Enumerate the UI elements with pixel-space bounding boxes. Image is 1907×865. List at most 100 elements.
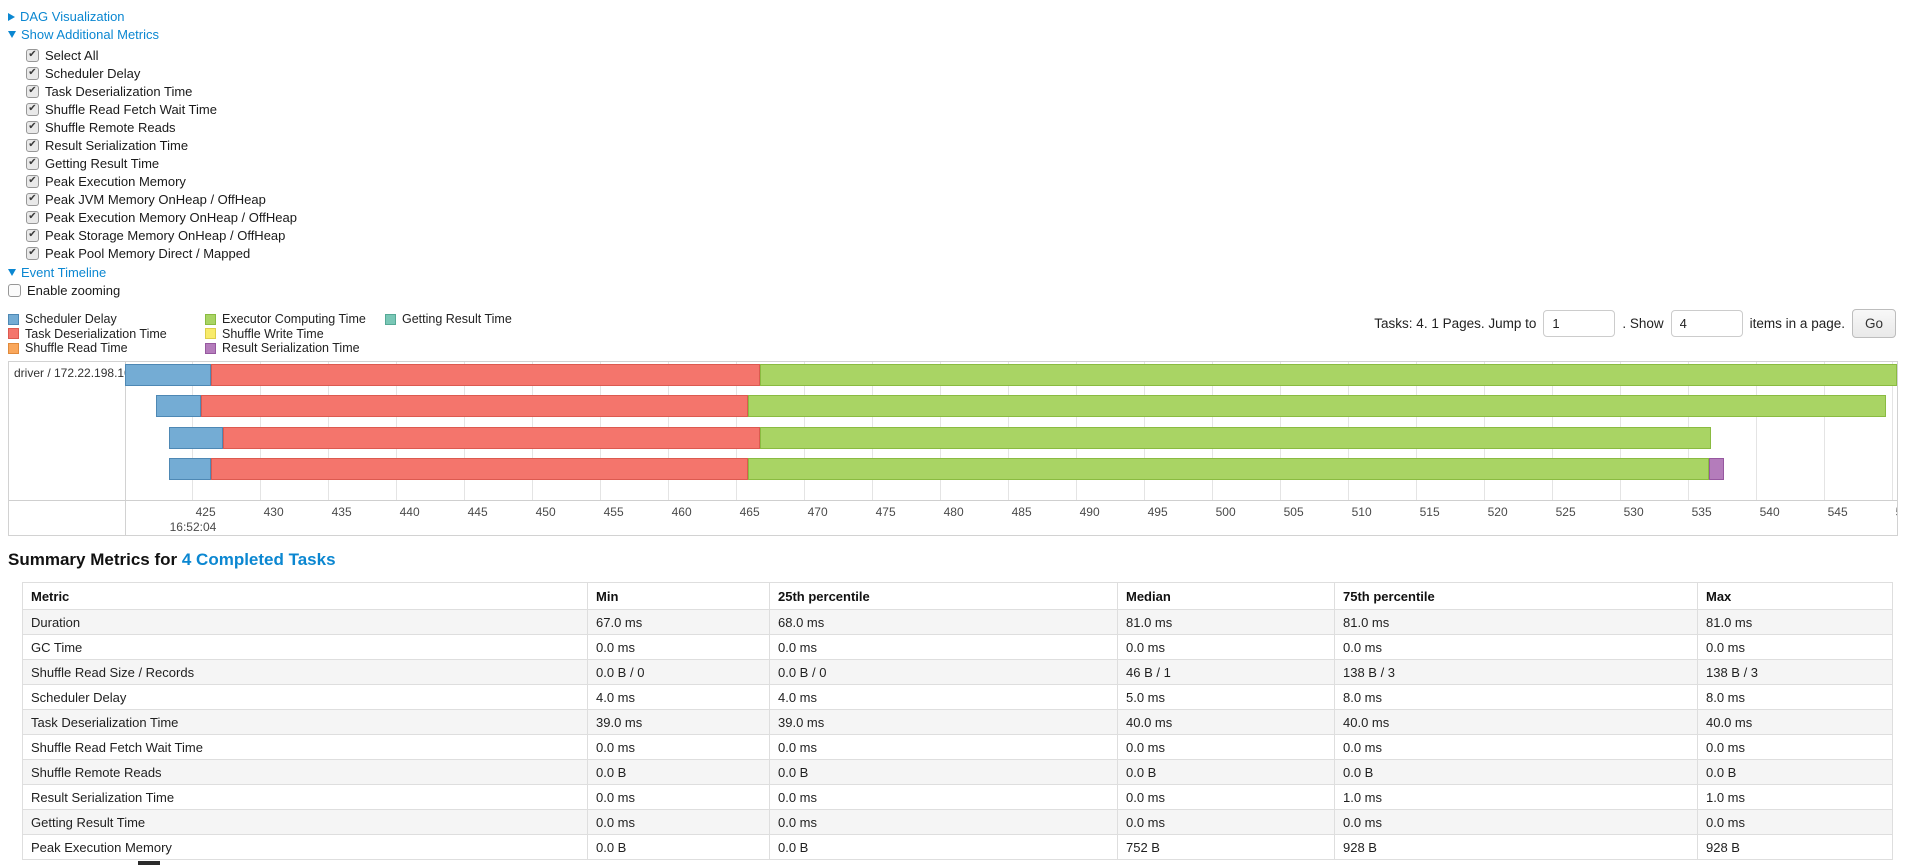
getting-result-time-swatch-icon (385, 313, 396, 325)
metric-checkbox-label: Task Deserialization Time (45, 83, 193, 99)
task-bar-task-deserialization-time[interactable] (210, 458, 748, 480)
task-bar-scheduler-delay[interactable] (168, 427, 223, 449)
metric-checkbox-item[interactable]: ✔ Shuffle Read Fetch Wait Time (26, 100, 1898, 118)
metric-checkbox-item[interactable]: ✔ Peak Execution Memory OnHeap / OffHeap (26, 208, 1898, 226)
metric-checkbox-item[interactable]: ✔ Shuffle Remote Reads (26, 118, 1898, 136)
completed-tasks-link[interactable]: 4 Completed Tasks (181, 550, 336, 569)
metric-value-cell: 0.0 ms (769, 809, 1118, 835)
metric-value-cell: 0.0 ms (1334, 734, 1698, 760)
metric-checkbox[interactable]: ✔ (26, 138, 39, 152)
enable-zooming-checkbox[interactable] (8, 283, 21, 297)
summary-column-header: Max (1697, 582, 1893, 610)
legend-column: Getting Result Time (385, 312, 512, 356)
metric-checkbox[interactable]: ✔ (26, 156, 39, 170)
metric-value-cell: 5.0 ms (1117, 684, 1335, 710)
executor-computing-time-swatch-icon (205, 313, 216, 325)
axis-tick-label: 535 (1691, 505, 1712, 519)
items-per-page-input[interactable] (1670, 310, 1743, 337)
metric-name-cell: Shuffle Read Fetch Wait Time (22, 734, 588, 760)
metric-checkbox[interactable]: ✔ (26, 66, 39, 80)
metric-name-cell: Shuffle Remote Reads (22, 759, 588, 785)
axis-tick-label: 545 (1827, 505, 1848, 519)
summary-table-header-row: Metric Min 25th percentile Median 75th perce… (22, 582, 1893, 610)
axis-tick-label: 485 (1011, 505, 1032, 519)
task-bar-scheduler-delay[interactable] (156, 395, 202, 417)
metric-checkbox-item[interactable]: ✔ Peak Execution Memory (26, 172, 1898, 190)
task-bar-executor-computing-time[interactable] (747, 395, 1887, 417)
summary-metrics-heading: Summary Metrics for 4 Completed Tasks (8, 550, 1898, 572)
metric-value-cell: 4.0 ms (769, 684, 1118, 710)
metric-value-cell: 0.0 B (587, 759, 770, 785)
metric-checkbox-item[interactable]: ✔ Result Serialization Time (26, 136, 1898, 154)
metric-checkbox-item[interactable]: ✔ Select All (26, 46, 1898, 64)
legend-item-result-serialization-time: Result Serialization Time (205, 341, 385, 356)
metric-name-cell: Duration (22, 609, 588, 635)
show-additional-metrics-toggle[interactable]: Show Additional Metrics (8, 26, 1898, 43)
metric-checkbox[interactable]: ✔ (26, 120, 39, 134)
metric-value-cell: 0.0 B / 0 (587, 659, 770, 685)
go-button[interactable]: Go (1851, 309, 1896, 338)
metric-value-cell: 0.0 B (769, 834, 1118, 860)
metric-checkbox-item[interactable]: ✔ Peak Pool Memory Direct / Mapped (26, 244, 1898, 262)
metric-value-cell: 40.0 ms (1697, 709, 1893, 735)
jump-to-page-input[interactable] (1543, 310, 1616, 337)
metric-value-cell: 0.0 ms (1334, 809, 1698, 835)
chart-divider (125, 362, 126, 535)
metric-checkbox[interactable]: ✔ (26, 48, 39, 62)
axis-tick-label: 520 (1487, 505, 1508, 519)
metric-value-cell: 4.0 ms (587, 684, 770, 710)
metric-value-cell: 0.0 B (1334, 759, 1698, 785)
pagination-suffix-text: items in a page. (1749, 316, 1845, 331)
task-bar-result-serialization-time[interactable] (1709, 458, 1725, 480)
shuffle-write-time-swatch-icon (205, 328, 216, 340)
task-bar-executor-computing-time[interactable] (747, 458, 1710, 480)
metric-checkbox-item[interactable]: ✔ Getting Result Time (26, 154, 1898, 172)
metric-checkbox[interactable]: ✔ (26, 192, 39, 206)
metric-checkbox-label: Getting Result Time (45, 155, 160, 171)
metric-checkbox[interactable]: ✔ (26, 228, 39, 242)
metric-checkbox[interactable]: ✔ (26, 102, 39, 116)
metric-checkbox-label: Peak Storage Memory OnHeap / OffHeap (45, 227, 286, 243)
timeline-header: Scheduler Delay Task Deserialization Time… (8, 305, 1898, 361)
executor-group-label: driver / 172.22.198.104 (14, 366, 138, 380)
task-bar-task-deserialization-time[interactable] (210, 364, 761, 386)
metric-name-cell: Getting Result Time (22, 809, 588, 835)
metric-checkbox-item[interactable]: ✔ Peak JVM Memory OnHeap / OffHeap (26, 190, 1898, 208)
task-bar-task-deserialization-time[interactable] (201, 395, 748, 417)
summary-column-header: Metric (22, 582, 588, 610)
metric-name-cell: Result Serialization Time (22, 784, 588, 810)
summary-table-row: Shuffle Read Size / Records 0.0 B / 0 0.0 … (22, 659, 1893, 685)
metric-checkbox-item[interactable]: ✔ Task Deserialization Time (26, 82, 1898, 100)
summary-table-row: Duration 67.0 ms 68.0 ms 81.0 ms 81.0 ms 81.0… (22, 609, 1893, 635)
metric-checkbox[interactable]: ✔ (26, 174, 39, 188)
metric-value-cell: 81.0 ms (1334, 609, 1698, 635)
metric-checkbox-label: Peak Execution Memory OnHeap / OffHeap (45, 209, 297, 225)
task-bar-executor-computing-time[interactable] (760, 427, 1711, 449)
metric-value-cell: 0.0 ms (1117, 734, 1335, 760)
axis-gridline (1823, 362, 1825, 500)
task-pagination: Tasks: 4. 1 Pages. Jump to . Show items … (1374, 309, 1896, 338)
task-deserialization-time-swatch-icon (8, 328, 19, 340)
metric-checkbox-label: Shuffle Remote Reads (45, 119, 176, 135)
metric-value-cell: 0.0 ms (769, 784, 1118, 810)
summary-table-row: Scheduler Delay 4.0 ms 4.0 ms 5.0 ms 8.0 ms 8… (22, 684, 1893, 710)
metric-value-cell: 81.0 ms (1697, 609, 1893, 635)
metric-checkbox-label: Peak JVM Memory OnHeap / OffHeap (45, 191, 266, 207)
metric-checkbox[interactable]: ✔ (26, 210, 39, 224)
dag-visualization-toggle[interactable]: DAG Visualization (8, 8, 1898, 25)
task-bar-executor-computing-time[interactable] (760, 364, 1897, 386)
metric-checkbox-item[interactable]: ✔ Peak Storage Memory OnHeap / OffHeap (26, 226, 1898, 244)
metric-name-cell: Scheduler Delay (22, 684, 588, 710)
metric-checkbox-item[interactable]: ✔ Scheduler Delay (26, 64, 1898, 82)
task-bar-scheduler-delay[interactable] (125, 364, 211, 386)
task-bar-scheduler-delay[interactable] (168, 458, 211, 480)
event-timeline-toggle[interactable]: Event Timeline (8, 264, 1898, 281)
enable-zooming-option[interactable]: Enable zooming (8, 281, 1898, 299)
summary-table-row: Peak Execution Memory 0.0 B 0.0 B 752 B 928 … (22, 834, 1893, 860)
metric-checkbox[interactable]: ✔ (26, 84, 39, 98)
task-bar-task-deserialization-time[interactable] (222, 427, 761, 449)
metric-value-cell: 0.0 ms (587, 784, 770, 810)
metric-checkbox-label: Peak Execution Memory (45, 173, 186, 189)
metric-checkbox[interactable]: ✔ (26, 246, 39, 260)
metric-value-cell: 928 B (1334, 834, 1698, 860)
